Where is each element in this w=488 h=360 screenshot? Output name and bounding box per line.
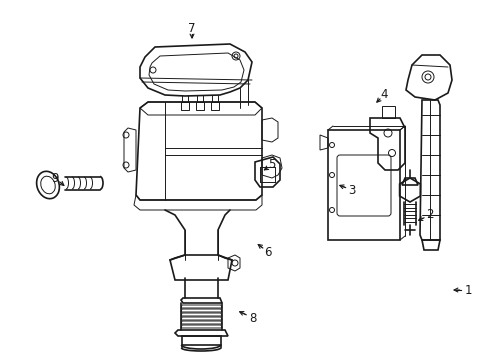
Bar [181, 102, 189, 110]
Text: 4: 4 [380, 89, 387, 102]
Text: 9: 9 [51, 171, 59, 184]
Text: 7: 7 [188, 22, 195, 35]
Text: 8: 8 [249, 311, 256, 324]
Bar [210, 102, 219, 110]
Bar [196, 102, 203, 110]
Text: 1: 1 [463, 284, 471, 297]
Text: 6: 6 [264, 246, 271, 258]
Text: 3: 3 [347, 184, 355, 197]
Text: 2: 2 [426, 208, 433, 221]
Text: 5: 5 [268, 158, 275, 171]
